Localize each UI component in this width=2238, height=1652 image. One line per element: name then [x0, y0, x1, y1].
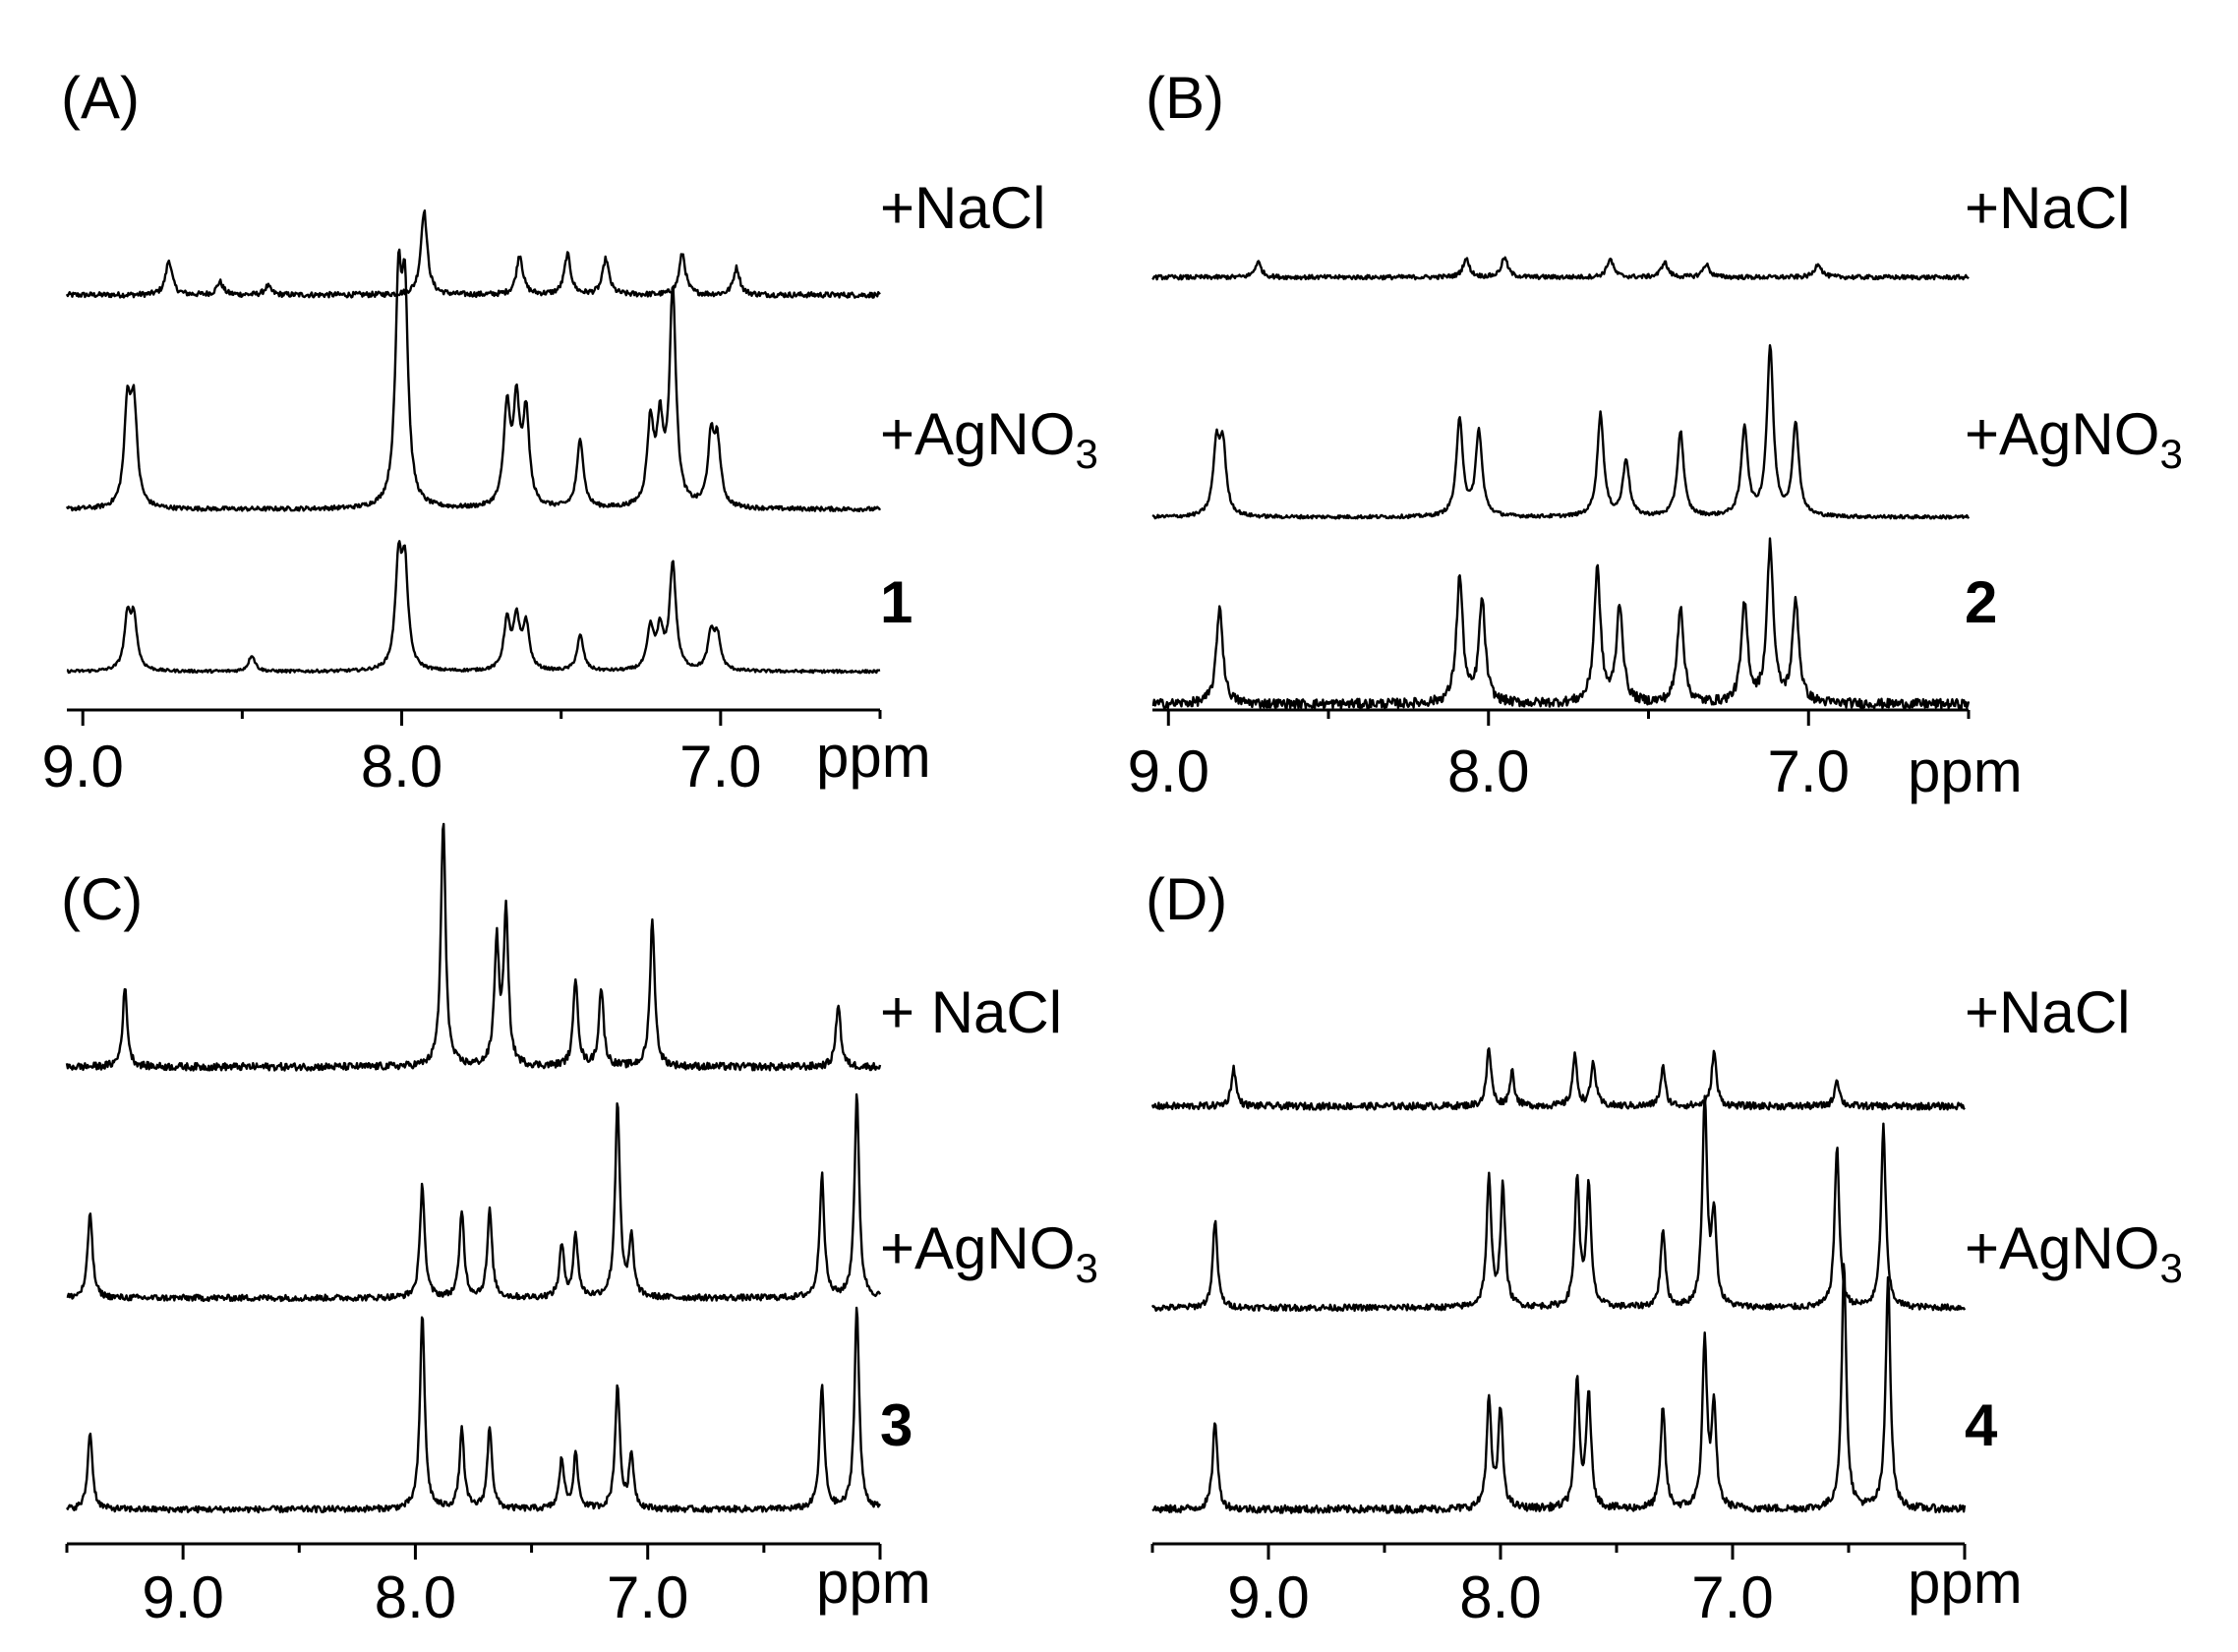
x-tick-label: 7.0 — [679, 734, 761, 799]
spectrum-trace — [1151, 256, 1970, 281]
trace-label: 2 — [1965, 569, 1997, 635]
panel-d: (D) 9.0 8.0 7.0 ppm +NaCl +AgNO3 4 — [1146, 866, 2183, 1630]
x-axis-unit-label: ppm — [816, 1550, 931, 1616]
trace-label: + NaCl — [880, 979, 1062, 1045]
x-tick-label: 9.0 — [1128, 738, 1209, 804]
x-axis-unit-label: ppm — [1908, 738, 2023, 804]
trace-label: 1 — [880, 569, 913, 635]
x-tick-label: 7.0 — [607, 1564, 688, 1630]
panel-c: (C) 9.0 8.0 7.0 ppm + NaCl +AgNO3 3 — [61, 822, 1098, 1630]
x-tick-label: 7.0 — [1768, 738, 1850, 804]
x-tick-label: 8.0 — [361, 734, 442, 799]
panel-label: (C) — [61, 866, 143, 932]
spectrum-trace — [1151, 344, 1971, 520]
x-tick-label: 8.0 — [1447, 738, 1529, 804]
x-axis-unit-label: ppm — [1908, 1550, 2023, 1616]
panel-label: (A) — [61, 65, 140, 131]
trace-label: +AgNO3 — [880, 401, 1098, 477]
spectrum-trace — [65, 208, 881, 299]
trace-label: +NaCl — [880, 175, 1045, 241]
x-axis-unit-label: ppm — [816, 724, 931, 790]
trace-label: 3 — [880, 1392, 913, 1458]
panel-label: (B) — [1146, 65, 1224, 131]
x-tick-label: 8.0 — [1459, 1564, 1541, 1630]
trace-label: +NaCl — [1965, 979, 2130, 1045]
spectrum-trace — [65, 1306, 882, 1514]
spectrum-trace — [1150, 1047, 1966, 1111]
spectrum-trace — [1151, 537, 1971, 710]
spectrum-trace — [1151, 1263, 1967, 1514]
trace-label: 4 — [1965, 1392, 1998, 1458]
panel-label: (D) — [1146, 866, 1227, 932]
spectrum-trace — [1150, 1094, 1967, 1313]
spectrum-trace — [66, 540, 881, 675]
trace-label: +AgNO3 — [1965, 401, 2183, 477]
x-tick-label: 9.0 — [1227, 1564, 1309, 1630]
x-tick-label: 8.0 — [375, 1564, 456, 1630]
spectrum-trace — [65, 822, 882, 1072]
trace-label: +NaCl — [1965, 175, 2130, 241]
x-tick-label: 9.0 — [142, 1564, 223, 1630]
spectrum-trace — [65, 248, 882, 512]
trace-label: +AgNO3 — [1965, 1215, 2183, 1291]
trace-label: +AgNO3 — [880, 1215, 1098, 1291]
x-tick-label: 7.0 — [1691, 1564, 1773, 1630]
panel-a: (A) 9.0 8.0 7.0 ppm +NaCl +AgNO3 1 — [42, 65, 1098, 799]
spectrum-trace — [66, 1092, 882, 1303]
x-tick-label: 9.0 — [42, 734, 124, 799]
panel-b: (B) 9.0 8.0 7.0 ppm +NaCl +AgNO3 2 — [1128, 65, 2183, 804]
